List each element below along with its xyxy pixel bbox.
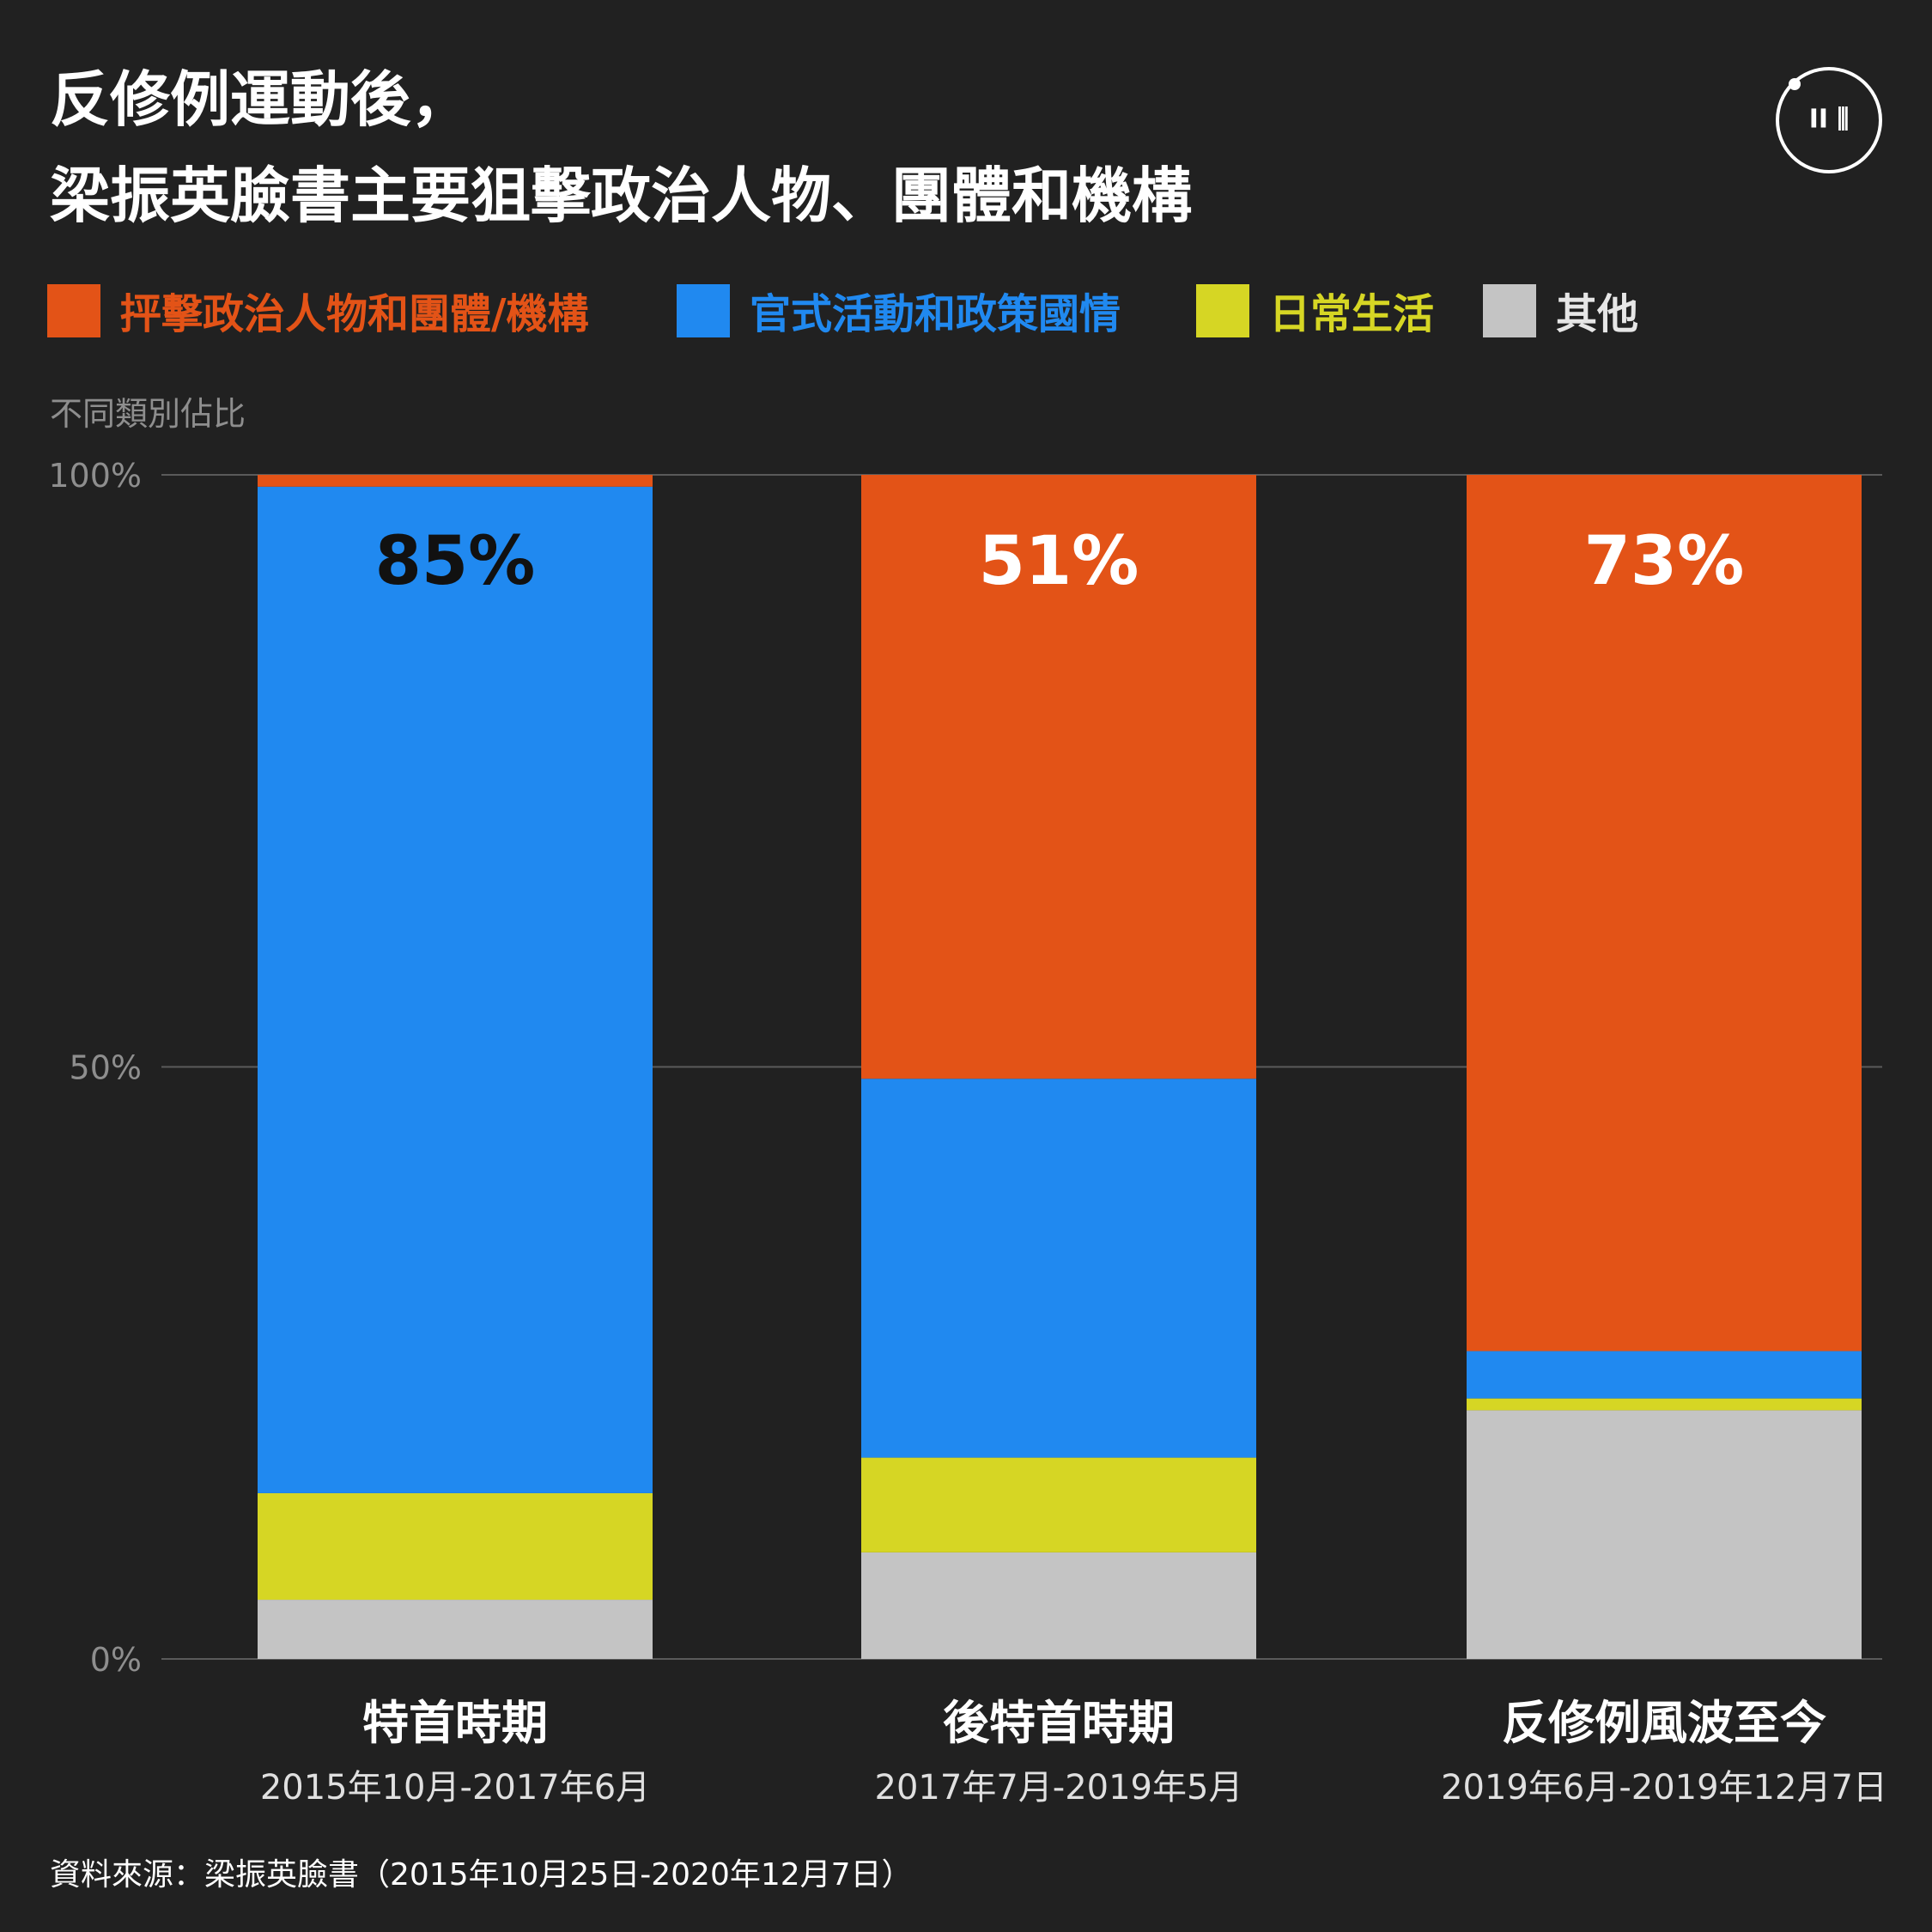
- bars: [258, 475, 1862, 1659]
- chart-title-line2: 梁振英臉書主要狙擊政治人物、團體和機構: [50, 161, 1192, 231]
- y-tick-label: 100%: [48, 457, 142, 495]
- legend-swatch: [1483, 284, 1536, 337]
- legend-label: 其他: [1556, 290, 1638, 338]
- bar-segment: [258, 1600, 653, 1659]
- y-tick-label: 0%: [90, 1641, 142, 1679]
- y-tick-label: 50%: [70, 1049, 142, 1087]
- data-labels: 85% 51% 73%: [375, 523, 1745, 600]
- bar-segment: [1467, 475, 1862, 1352]
- bar-segment: [1467, 1398, 1862, 1411]
- legend-swatch: [1196, 284, 1249, 337]
- data-label: 51%: [979, 523, 1139, 600]
- bar-segment: [861, 1552, 1256, 1659]
- x-category-sublabel: 2017年7月-2019年5月: [875, 1768, 1243, 1807]
- y-axis-label: 不同類別佔比: [50, 395, 246, 433]
- bar-segment: [258, 486, 653, 1493]
- bar-segment: [861, 475, 1256, 1079]
- x-axis: 特首時期 2015年10月-2017年6月 後特首時期 2017年7月-2019年5月…: [260, 1696, 1887, 1807]
- bar-segment: [861, 1078, 1256, 1458]
- bar-segment: [861, 1457, 1256, 1552]
- data-label: 85%: [375, 523, 536, 600]
- x-category-label: 反修例風波至今: [1502, 1696, 1826, 1750]
- x-category-sublabel: 2015年10月-2017年6月: [260, 1768, 650, 1807]
- bar-segment: [1467, 1410, 1862, 1659]
- legend-label: 抨擊政治人物和團體/機構: [120, 290, 589, 338]
- x-category-label: 後特首時期: [943, 1696, 1175, 1750]
- x-category-sublabel: 2019年6月-2019年12月7日: [1441, 1768, 1887, 1807]
- x-category-label: 特首時期: [362, 1696, 548, 1750]
- source-note: 資料來源：梁振英臉書（2015年10月25日-2020年12月7日）: [50, 1857, 913, 1893]
- data-label: 73%: [1584, 523, 1745, 600]
- legend-swatch: [677, 284, 730, 337]
- bar-segment: [258, 475, 653, 487]
- logo-text: ΙΙ ⫼: [1809, 105, 1850, 135]
- bar-segment: [1467, 1351, 1862, 1399]
- bar-segment: [258, 1492, 653, 1601]
- legend-label: 官式活動和政策國情: [750, 290, 1121, 338]
- legend-swatch: [47, 284, 100, 337]
- initium-logo-icon: ΙΙ ⫼: [1776, 67, 1882, 173]
- legend: 抨擊政治人物和團體/機構 官式活動和政策國情 日常生活 其他: [47, 284, 1638, 338]
- legend-label: 日常生活: [1269, 290, 1434, 338]
- chart-title-line1: 反修例運動後，: [50, 64, 471, 135]
